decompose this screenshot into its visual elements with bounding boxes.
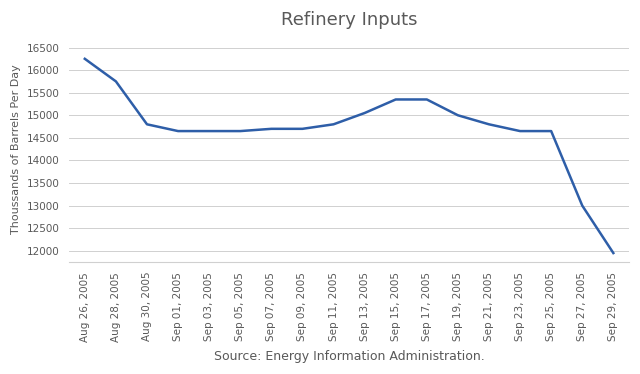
Y-axis label: Thoussands of Barrels Per Day: Thoussands of Barrels Per Day [11, 64, 21, 234]
X-axis label: Source: Energy Information Administration.: Source: Energy Information Administratio… [214, 350, 484, 363]
Title: Refinery Inputs: Refinery Inputs [281, 11, 417, 29]
